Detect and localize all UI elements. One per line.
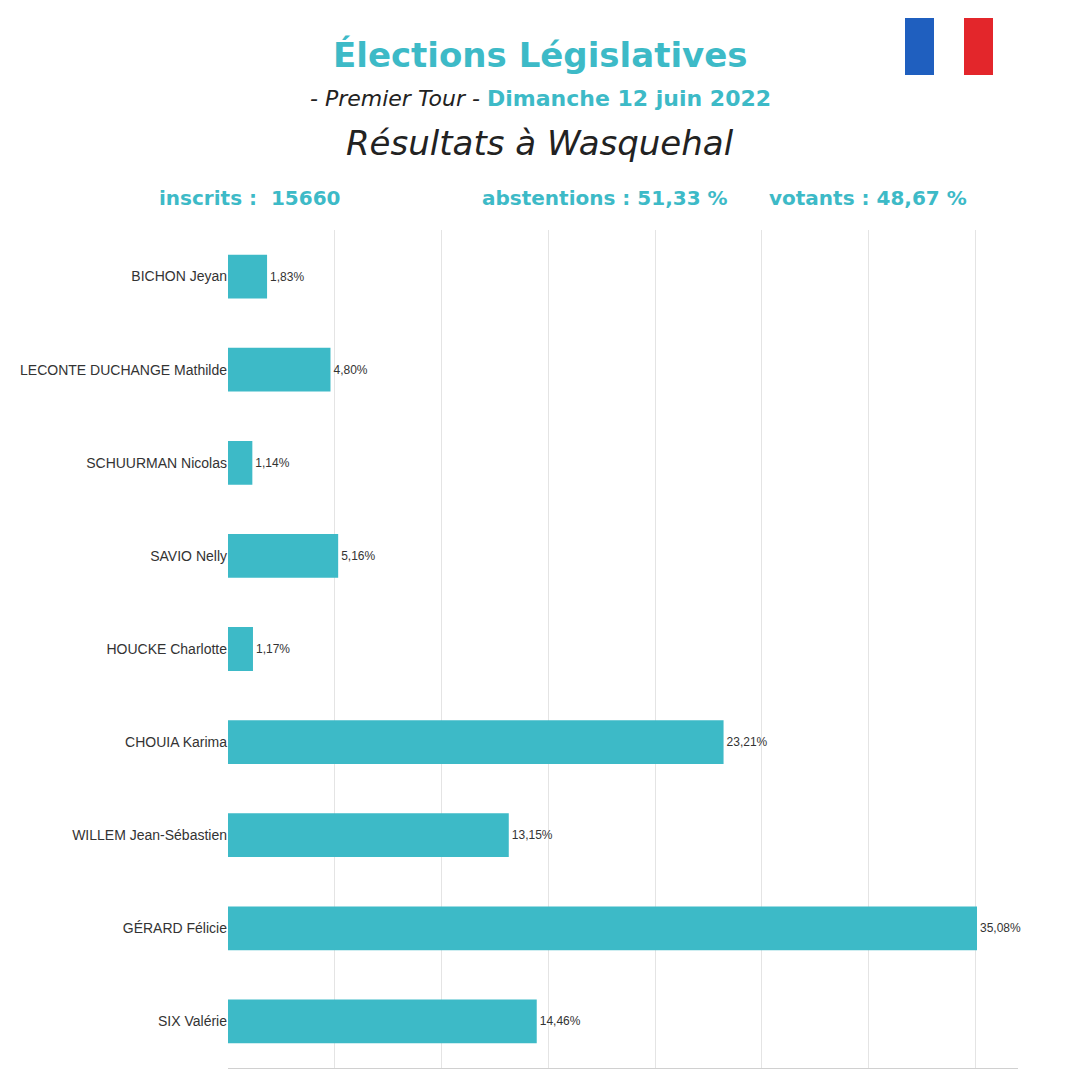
svg-text:SAVIO Nelly: SAVIO Nelly [150, 548, 227, 564]
svg-text:1,17%: 1,17% [256, 642, 290, 656]
svg-text:14,46%: 14,46% [540, 1014, 581, 1028]
svg-text:- Premier Tour - Dimanche 12 j: - Premier Tour - Dimanche 12 juin 2022 [310, 86, 771, 111]
svg-text:SIX Valérie: SIX Valérie [158, 1013, 227, 1029]
svg-text:CHOUIA Karima: CHOUIA Karima [125, 734, 227, 750]
svg-text:Résultats à Wasquehal: Résultats à Wasquehal [346, 123, 734, 163]
svg-text:abstentions : 51,33 %: abstentions : 51,33 % [482, 186, 728, 210]
svg-text:1,14%: 1,14% [255, 456, 289, 470]
svg-text:4,80%: 4,80% [333, 363, 367, 377]
svg-text:Élections Législatives: Élections Législatives [333, 35, 748, 75]
svg-text:13,15%: 13,15% [512, 828, 553, 842]
svg-text:1,83%: 1,83% [270, 270, 304, 284]
svg-text:23,21%: 23,21% [727, 735, 768, 749]
svg-text:HOUCKE Charlotte: HOUCKE Charlotte [106, 641, 227, 657]
svg-text:inscrits : 15660: inscrits : 15660 [159, 186, 341, 210]
svg-text:votants : 48,67 %: votants : 48,67 % [769, 186, 967, 210]
svg-text:WILLEM Jean-Sébastien: WILLEM Jean-Sébastien [72, 827, 227, 843]
svg-text:BICHON Jeyan: BICHON Jeyan [131, 268, 227, 284]
svg-text:LECONTE DUCHANGE Mathilde: LECONTE DUCHANGE Mathilde [20, 362, 227, 378]
svg-text:35,08%: 35,08% [980, 921, 1021, 935]
svg-text:GÉRARD Félicie: GÉRARD Félicie [123, 920, 227, 936]
svg-text:SCHUURMAN Nicolas: SCHUURMAN Nicolas [86, 455, 227, 471]
svg-text:5,16%: 5,16% [341, 549, 375, 563]
